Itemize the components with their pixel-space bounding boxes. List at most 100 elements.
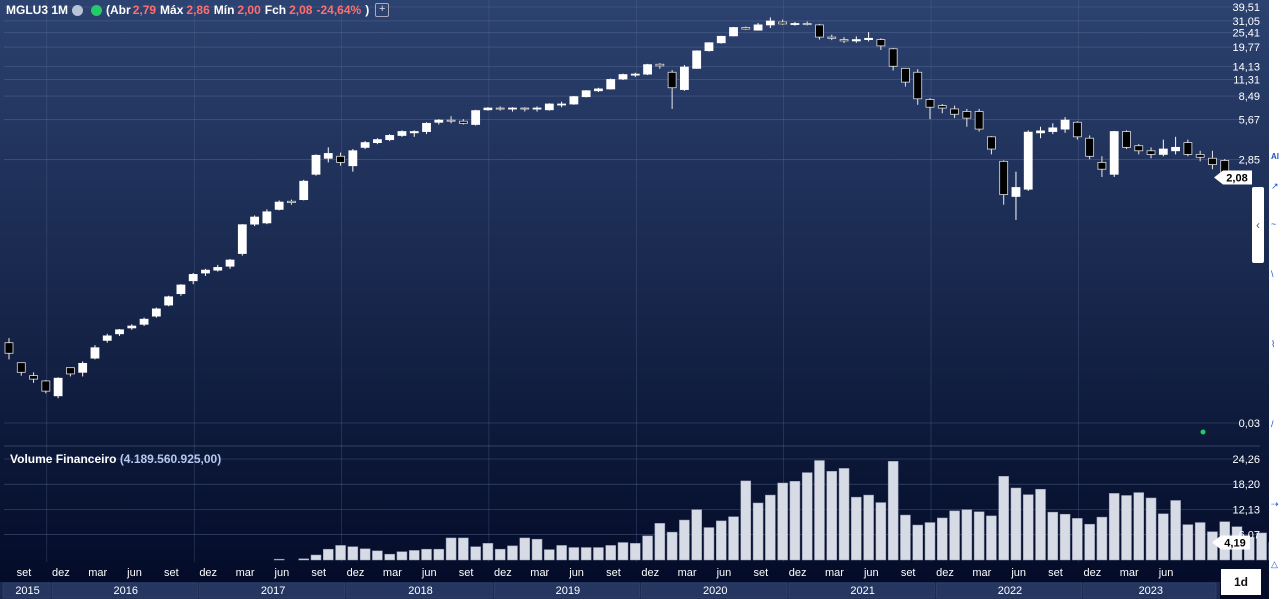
candle-body — [827, 36, 837, 39]
candle-body — [950, 108, 959, 115]
last-volume-marker — [1212, 535, 1250, 550]
candle-body — [250, 216, 260, 225]
candle-body — [29, 375, 38, 380]
year-label: 2018 — [408, 585, 432, 597]
price-tick-label: 8,49 — [1239, 91, 1260, 103]
candle-body — [16, 362, 26, 373]
candle-body — [876, 39, 886, 47]
candle-body — [765, 20, 775, 26]
volume-bar — [728, 516, 739, 561]
volume-bar — [1133, 492, 1145, 561]
open-value: 2,79 — [132, 3, 157, 17]
triangle-tool-icon[interactable]: △ — [1271, 559, 1278, 569]
add-indicator-button[interactable]: + — [375, 3, 390, 17]
candle-body — [115, 329, 124, 335]
volume-bar — [801, 472, 813, 561]
candle-body — [139, 318, 149, 325]
low-value: 2,00 — [237, 3, 261, 17]
candle-body — [225, 259, 235, 267]
candle-body — [716, 35, 726, 44]
candle-body — [901, 67, 910, 83]
month-tick-label: jun — [1158, 567, 1174, 579]
volume-total-value: (4.189.560.925,00) — [119, 452, 222, 466]
volume-bar — [593, 547, 604, 561]
candle-body — [90, 347, 100, 359]
last-price-label: 2,08 — [1226, 173, 1247, 185]
collapse-panel-button[interactable]: ‹ — [1252, 187, 1264, 263]
candle-body — [41, 380, 51, 392]
volume-bar — [973, 511, 985, 561]
drawing-toolbar: Al ↗ ~ \ ⌇ / ⇢ △ — [1269, 0, 1282, 599]
candle-body — [1085, 137, 1095, 157]
ohlc-close-paren: ) — [365, 3, 370, 17]
volume-tick-label: 24,26 — [1232, 454, 1260, 466]
month-tick-label: jun — [1010, 567, 1026, 579]
volume-bar — [1256, 532, 1267, 561]
volume-bar — [335, 545, 346, 561]
volume-bar — [531, 538, 543, 561]
timeframe-button[interactable]: 1d — [1221, 569, 1261, 595]
candle-body — [323, 153, 333, 159]
candle-body — [336, 155, 345, 163]
price-tick-label: 19,77 — [1232, 42, 1260, 54]
month-tick-label: set — [459, 567, 474, 579]
month-tick-label: dez — [789, 567, 807, 579]
volume-bar — [384, 553, 395, 561]
trend-line-icon[interactable]: ↗ — [1271, 181, 1279, 191]
volume-tick-label: 12,13 — [1232, 505, 1260, 517]
volume-bar — [323, 548, 334, 561]
candle-body — [176, 284, 186, 295]
volume-bar — [372, 550, 383, 561]
candle-body — [815, 24, 824, 38]
volume-bar — [421, 548, 432, 561]
candlestick-series — [4, 17, 1230, 399]
candle-body — [1109, 131, 1119, 175]
candle-body — [680, 66, 689, 90]
year-label: 2015 — [15, 585, 39, 597]
arrow-tool-icon[interactable]: ⇢ — [1271, 499, 1279, 509]
volume-bar — [1010, 487, 1022, 561]
candle-body — [471, 110, 481, 125]
volume-bar — [642, 535, 653, 561]
candle-body — [630, 73, 640, 76]
candle-body — [557, 103, 566, 106]
ray-tool-icon[interactable]: / — [1271, 419, 1274, 429]
candle-body — [434, 119, 444, 123]
month-tick-label: set — [901, 567, 916, 579]
candle-body — [151, 308, 161, 317]
volume-bar — [838, 468, 850, 561]
candle-body — [385, 135, 395, 141]
text-tool-icon[interactable]: Al — [1271, 152, 1279, 161]
candle-body — [618, 74, 628, 80]
month-tick-label: set — [311, 567, 326, 579]
volume-panel-title: Volume Financeiro (4.189.560.925,00) — [10, 452, 221, 466]
price-tick-label: 14,13 — [1232, 62, 1260, 74]
volume-bar — [887, 461, 899, 561]
candle-body — [692, 50, 702, 69]
wave-icon[interactable]: ~ — [1271, 219, 1277, 229]
candle-body — [581, 90, 591, 98]
fibonacci-icon[interactable]: ⌇ — [1271, 339, 1276, 349]
year-cell — [493, 582, 640, 599]
settings-icon[interactable] — [72, 4, 84, 16]
month-tick-label: mar — [530, 567, 549, 579]
month-tick-label: set — [753, 567, 768, 579]
symbol-label[interactable]: MGLU3 — [6, 3, 48, 17]
price-tick-label: 39,51 — [1232, 2, 1260, 14]
month-tick-label: jun — [716, 567, 732, 579]
candle-body — [655, 63, 665, 67]
volume-tick-label: 18,20 — [1232, 479, 1260, 491]
timeframe-label[interactable]: 1M — [51, 3, 69, 17]
year-label: 2016 — [114, 585, 138, 597]
candle-body — [409, 131, 419, 134]
candle-body — [1036, 130, 1045, 134]
volume-bar — [396, 551, 408, 561]
high-label: Máx — [160, 3, 184, 17]
line-tool-icon[interactable]: \ — [1271, 269, 1274, 279]
candle-body — [164, 296, 174, 306]
volume-bar — [445, 537, 457, 561]
candle-body — [999, 160, 1009, 195]
